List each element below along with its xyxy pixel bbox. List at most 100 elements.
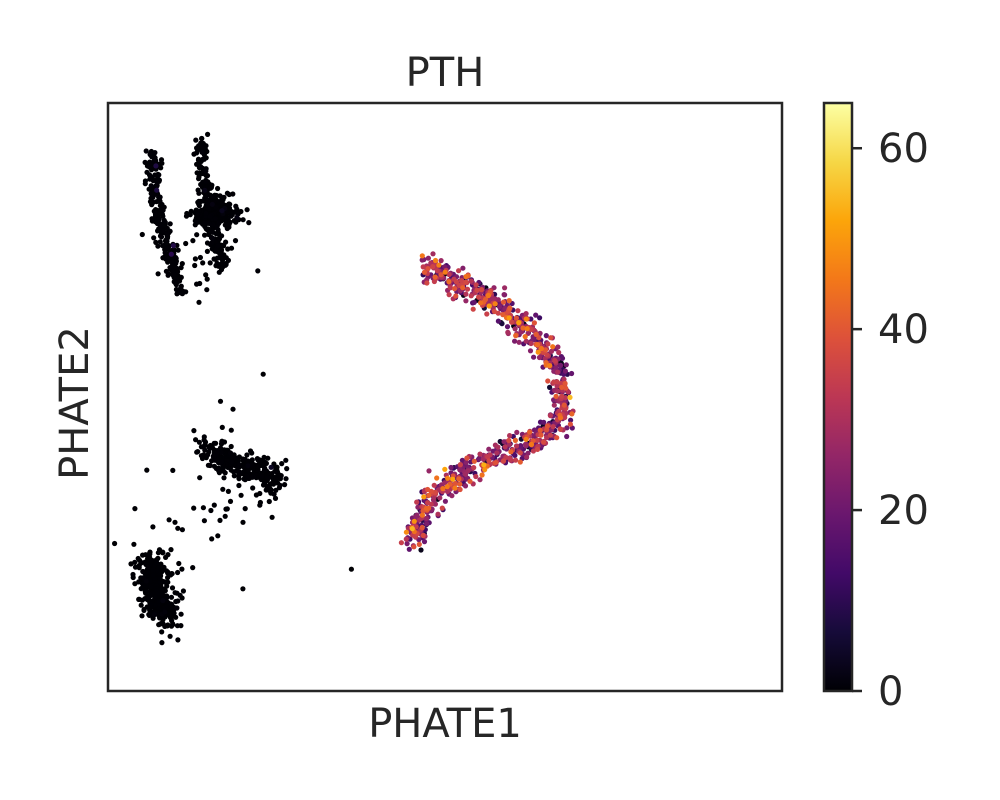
scatter-point xyxy=(194,161,200,167)
scatter-point xyxy=(221,194,227,200)
scatter-point xyxy=(424,521,430,527)
scatter-point xyxy=(504,324,511,330)
scatter-point xyxy=(132,559,138,565)
scatter-point xyxy=(149,216,155,222)
scatter-point xyxy=(215,533,221,539)
scatter-point xyxy=(154,220,160,227)
scatter-point xyxy=(554,435,560,441)
scatter-point xyxy=(558,380,564,387)
scatter-point xyxy=(552,358,558,364)
scatter-point xyxy=(169,618,175,624)
scatter-point xyxy=(210,235,216,241)
scatter-point xyxy=(219,424,225,430)
scatter-point xyxy=(406,546,412,552)
scatter-point xyxy=(534,437,540,443)
scatter-point xyxy=(272,468,278,474)
scatter-point xyxy=(166,517,172,523)
scatter-point xyxy=(277,482,283,488)
scatter-point xyxy=(473,473,479,480)
scatter-point xyxy=(229,459,235,465)
scatter-point xyxy=(207,462,213,469)
scatter-point xyxy=(490,296,496,302)
scatter-point xyxy=(201,443,207,449)
scatter-point xyxy=(279,461,285,467)
scatter-point xyxy=(216,220,222,226)
scatter-point xyxy=(409,526,415,532)
scatter-point xyxy=(471,465,477,471)
scatter-point xyxy=(416,541,422,548)
scatter-point xyxy=(206,220,212,226)
scatter-point xyxy=(219,200,225,206)
scatter-point xyxy=(263,460,269,466)
scatter-point xyxy=(132,506,138,512)
scatter-point xyxy=(561,402,567,408)
scatter-point xyxy=(207,185,213,191)
scatter-point xyxy=(244,473,250,479)
scatter-point xyxy=(463,459,469,465)
scatter-point xyxy=(202,223,208,230)
scatter-point xyxy=(150,569,156,575)
scatter-point xyxy=(161,222,167,228)
scatter-point xyxy=(230,406,236,412)
scatter-point xyxy=(167,228,173,234)
scatter-point xyxy=(551,368,557,374)
scatter-point xyxy=(556,408,562,414)
scatter-point xyxy=(562,368,569,374)
scatter-point xyxy=(165,245,171,251)
scatter-point xyxy=(217,398,224,404)
scatter-point xyxy=(564,433,570,440)
scatter-point xyxy=(140,568,146,575)
scatter-point xyxy=(217,193,223,199)
scatter-point xyxy=(217,517,223,524)
scatter-point xyxy=(559,384,565,390)
scatter-point xyxy=(463,291,469,297)
scatter-point xyxy=(535,342,541,348)
scatter-point xyxy=(203,178,209,185)
scatter-point xyxy=(471,299,477,305)
scatter-point xyxy=(513,457,519,463)
scatter-point xyxy=(255,457,261,463)
scatter-point xyxy=(234,214,240,220)
scatter-point xyxy=(442,269,448,275)
scatter-point xyxy=(204,287,210,293)
scatter-point xyxy=(462,483,469,489)
scatter-point xyxy=(255,268,261,274)
scatter-point xyxy=(457,462,463,468)
scatter-point xyxy=(426,468,432,474)
scatter-point xyxy=(214,449,221,455)
scatter-point xyxy=(531,354,537,360)
scatter-point xyxy=(192,256,198,262)
scatter-point xyxy=(139,560,145,566)
scatter-point xyxy=(486,446,492,452)
scatter-point xyxy=(236,462,242,468)
scatter-point xyxy=(527,429,533,435)
scatter-point xyxy=(192,262,198,269)
scatter-point xyxy=(203,210,209,216)
scatter-point xyxy=(148,195,154,201)
scatter-point xyxy=(250,485,256,491)
scatter-point xyxy=(209,229,215,235)
scatter-point xyxy=(233,219,239,225)
scatter-point xyxy=(517,459,523,465)
scatter-point xyxy=(563,385,569,391)
scatter-point xyxy=(199,149,205,155)
scatter-point xyxy=(547,363,553,369)
scatter-point xyxy=(525,450,531,456)
scatter-point xyxy=(544,423,551,429)
colorbar-tick-label: 20 xyxy=(878,488,929,534)
scatter-point xyxy=(205,452,211,458)
scatter-point xyxy=(174,623,181,629)
scatter-point xyxy=(558,362,564,368)
scatter-point xyxy=(403,529,409,535)
scatter-points xyxy=(112,131,576,646)
scatter-point xyxy=(228,427,234,433)
scatter-point xyxy=(453,279,459,285)
scatter-point xyxy=(159,640,165,646)
scatter-point xyxy=(208,445,214,451)
scatter-point xyxy=(457,486,463,493)
scatter-point xyxy=(160,207,166,213)
scatter-point xyxy=(152,594,158,600)
scatter-point xyxy=(197,475,203,481)
scatter-point xyxy=(257,502,263,508)
scatter-point xyxy=(523,311,529,317)
